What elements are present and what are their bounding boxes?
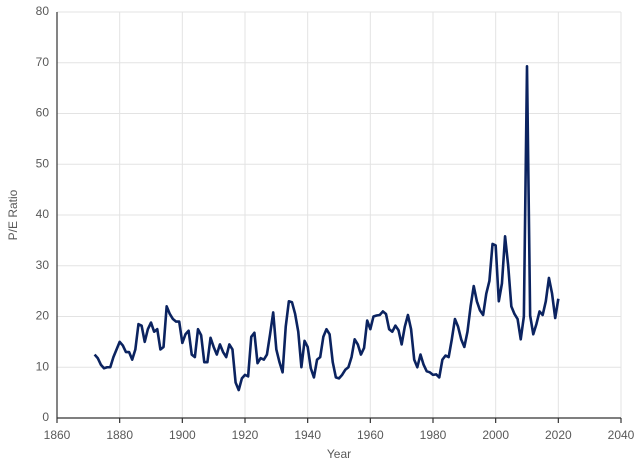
x-tick-label: 1900	[169, 428, 196, 442]
y-axis-label: P/E Ratio	[6, 189, 20, 240]
x-tick-label: 1880	[106, 428, 133, 442]
y-tick-label: 50	[36, 156, 50, 170]
y-tick-label: 20	[36, 309, 50, 323]
x-tick-label: 1980	[420, 428, 447, 442]
y-tick-label: 10	[36, 359, 50, 373]
data-line	[93, 65, 560, 392]
x-tick-label: 1920	[232, 428, 259, 442]
x-tick-label: 1960	[357, 428, 384, 442]
x-tick-label: 1860	[44, 428, 71, 442]
x-tick-label: 2020	[545, 428, 572, 442]
x-tick-label: 2000	[482, 428, 509, 442]
x-tick-label: 1940	[294, 428, 321, 442]
x-axis-label: Year	[327, 447, 351, 461]
x-tick-label: 2040	[608, 428, 635, 442]
y-tick-label: 70	[36, 55, 50, 69]
y-tick-label: 80	[36, 4, 50, 18]
y-tick-label: 40	[36, 207, 50, 221]
y-tick-label: 0	[42, 410, 49, 424]
y-tick-label: 30	[36, 258, 50, 272]
y-tick-label: 60	[36, 106, 50, 120]
